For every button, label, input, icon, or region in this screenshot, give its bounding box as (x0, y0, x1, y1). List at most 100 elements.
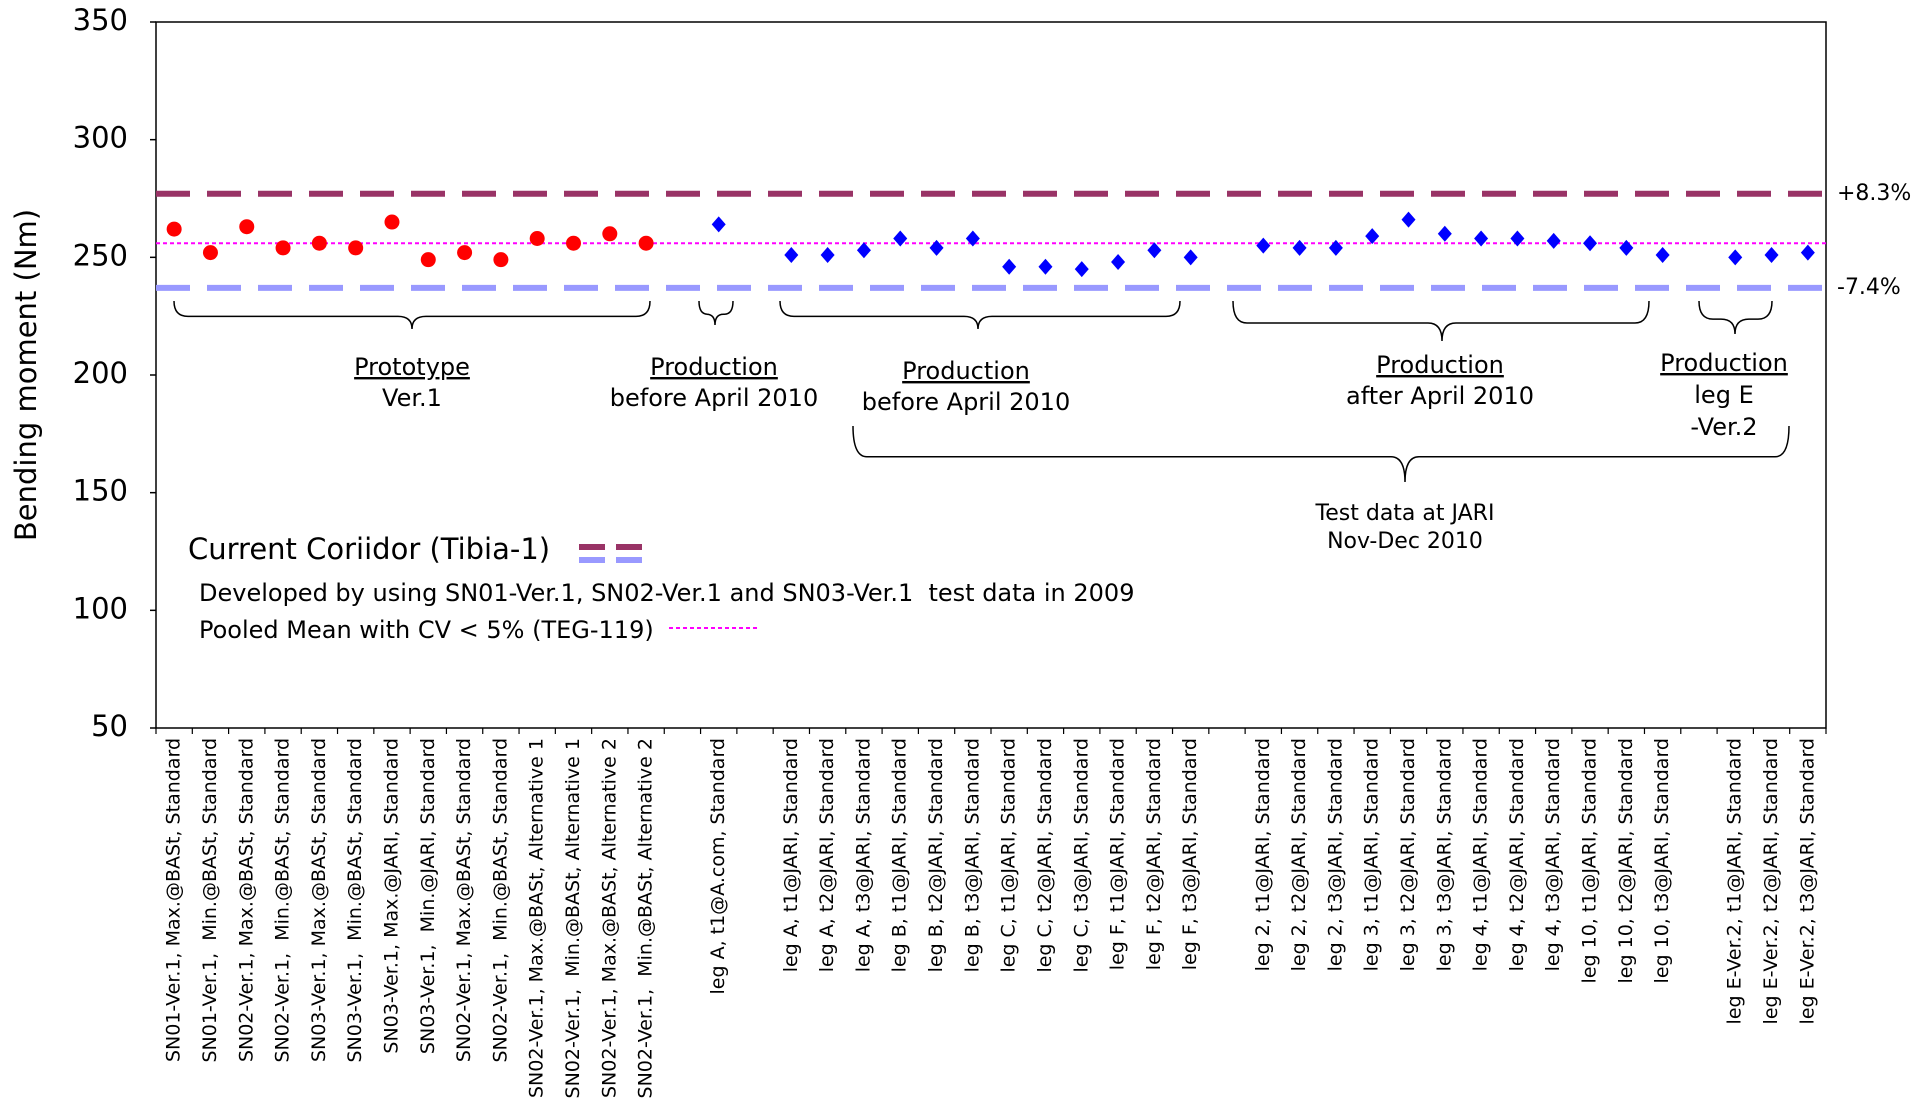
annotation: leg E (1694, 381, 1753, 409)
data-point (1038, 258, 1053, 275)
annotation: Production (650, 353, 778, 381)
data-point (602, 226, 618, 242)
brace (852, 425, 1790, 483)
x-tick-label: leg 2, t1@JARI, Standard (1252, 738, 1274, 971)
y-axis-label: Bending moment (Nm) (9, 209, 43, 541)
x-tick-label: leg E-Ver.2, t3@JARI, Standard (1796, 738, 1818, 1024)
data-point (1256, 237, 1271, 254)
y-tick-label: 250 (73, 238, 128, 272)
data-point (1002, 258, 1017, 275)
annotation: Nov-Dec 2010 (1327, 529, 1483, 554)
data-point (1655, 246, 1670, 263)
annotation: Production (902, 357, 1030, 385)
y-tick-label: 350 (73, 3, 128, 37)
data-point (1619, 239, 1634, 256)
x-tick-label: SN02-Ver.1, Max.@BASt, Standard (235, 738, 257, 1062)
data-point (202, 245, 218, 261)
data-point (1728, 249, 1743, 266)
data-point (1437, 225, 1452, 242)
data-point (1111, 254, 1126, 271)
data-point (1510, 230, 1525, 247)
x-tick-label: SN02-Ver.1, Min.@BASt, Standard (272, 738, 294, 1063)
annotation: Production (1376, 351, 1504, 379)
data-point (166, 221, 182, 237)
data-point (529, 231, 545, 247)
x-tick-label: leg E-Ver.2, t2@JARI, Standard (1760, 738, 1782, 1024)
reference-label: -7.4% (1837, 275, 1901, 300)
data-point (566, 235, 581, 251)
x-tick-label: leg 10, t1@JARI, Standard (1579, 738, 1601, 983)
x-tick-label: leg 3, t2@JARI, Standard (1397, 738, 1419, 971)
data-point (1474, 230, 1489, 247)
x-tick-label: leg 4, t3@JARI, Standard (1542, 738, 1564, 971)
x-tick-label: leg 4, t1@JARI, Standard (1470, 738, 1492, 971)
x-tick-label: leg 10, t3@JARI, Standard (1651, 738, 1673, 983)
x-tick-label: SN03-Ver.1, Min.@BASt, Standard (344, 738, 366, 1063)
x-tick-label: SN01-Ver.1, Min.@BASt, Standard (199, 738, 221, 1063)
x-tick-label: leg C, t3@JARI, Standard (1070, 738, 1092, 973)
annotation: before April 2010 (610, 384, 818, 412)
x-tick-label: leg B, t1@JARI, Standard (889, 738, 911, 972)
data-point (348, 240, 364, 256)
x-tick-label: leg 4, t2@JARI, Standard (1506, 738, 1528, 971)
legend-title: Current Coriidor (Tibia-1) (188, 532, 550, 566)
data-point (1365, 228, 1380, 245)
x-tick-label: leg 3, t1@JARI, Standard (1361, 738, 1383, 971)
data-point (1074, 261, 1089, 278)
data-point (1546, 232, 1561, 249)
brace (1232, 300, 1650, 342)
data-point (929, 239, 944, 256)
x-tick-label: SN02-Ver.1, Max.@BASt, Alternative 2 (598, 738, 620, 1098)
data-point (1401, 211, 1416, 228)
annotation: Ver.1 (382, 384, 442, 412)
annotation: Test data at JARI (1315, 501, 1495, 526)
x-tick-label: leg 2, t3@JARI, Standard (1324, 738, 1346, 971)
data-point (820, 246, 835, 263)
x-tick-label: SN03-Ver.1, Max.@JARI, Standard (380, 738, 402, 1054)
x-tick-label: leg F, t1@JARI, Standard (1107, 738, 1129, 970)
data-point (275, 240, 291, 256)
legend-note: Developed by using SN01-Ver.1, SN02-Ver.… (199, 579, 1134, 607)
data-point (965, 230, 980, 247)
x-tick-label: leg A, t1@A.com, Standard (707, 738, 729, 994)
x-tick-label: leg B, t3@JARI, Standard (961, 738, 983, 972)
x-tick-label: SN03-Ver.1, Min.@JARI, Standard (417, 738, 439, 1054)
x-tick-label: SN02-Ver.1, Min.@BASt, Alternative 1 (562, 738, 584, 1098)
x-tick-label: leg 10, t2@JARI, Standard (1615, 738, 1637, 983)
x-tick-label: leg F, t2@JARI, Standard (1143, 738, 1165, 970)
data-point (893, 230, 908, 247)
annotation: after April 2010 (1346, 382, 1534, 410)
data-point (457, 245, 473, 261)
x-tick-label: leg C, t2@JARI, Standard (1034, 738, 1056, 973)
brace (698, 300, 734, 326)
y-tick-label: 50 (91, 709, 128, 743)
x-tick-label: SN02-Ver.1, Min.@BASt, Standard (489, 738, 511, 1063)
reference-label: +8.3% (1837, 181, 1911, 206)
x-tick-label: SN02-Ver.1, Min.@BASt, Alternative 2 (635, 738, 657, 1098)
data-point (856, 242, 871, 259)
data-point (493, 252, 509, 268)
data-point (1292, 239, 1307, 256)
x-tick-label: SN02-Ver.1, Max.@BASt, Alternative 1 (526, 738, 548, 1098)
brace (173, 300, 651, 330)
y-tick-label: 100 (73, 591, 128, 625)
x-tick-label: SN01-Ver.1, Max.@BASt, Standard (163, 738, 185, 1062)
data-point (420, 252, 436, 268)
data-point (384, 214, 400, 230)
data-point (1147, 242, 1162, 259)
data-point (1583, 235, 1598, 252)
data-point (784, 246, 799, 263)
x-tick-label: leg B, t2@JARI, Standard (925, 738, 947, 972)
data-point (1764, 246, 1779, 263)
y-tick-label: 200 (73, 356, 128, 390)
data-point (1328, 239, 1343, 256)
y-tick-label: 300 (73, 121, 128, 155)
annotation: before April 2010 (862, 388, 1070, 416)
y-tick-label: 150 (73, 474, 128, 508)
data-point (1183, 249, 1198, 266)
data-point (638, 235, 654, 251)
data-point (1800, 244, 1815, 261)
x-tick-label: leg A, t2@JARI, Standard (816, 738, 838, 972)
